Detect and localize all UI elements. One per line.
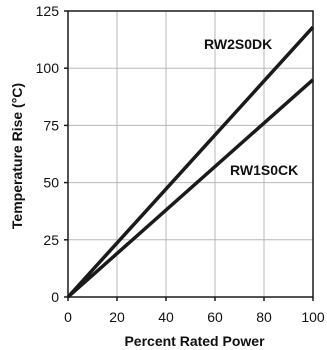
series-lines [66, 25, 315, 299]
x-tick-label: 0 [64, 309, 72, 325]
y-axis-title: Temperature Rise (°C) [9, 83, 25, 229]
y-tick-label: 75 [43, 117, 59, 133]
x-tick-label: 40 [158, 309, 174, 325]
x-axis-title: Percent Rated Power [124, 333, 265, 349]
y-tick-label: 125 [36, 3, 60, 19]
y-tick-label: 100 [36, 60, 60, 76]
y-tick-label: 25 [43, 232, 59, 248]
y-tick-label: 50 [43, 175, 59, 191]
x-tick-label: 20 [109, 309, 125, 325]
series-line-rw2s0dk [66, 25, 315, 299]
series-label-rw2s0dk: RW2S0DK [204, 36, 272, 52]
series-line-rw1s0ck [66, 78, 315, 299]
x-tick-label: 60 [207, 309, 223, 325]
x-tick-labels: 0 20 40 60 80 100 [64, 297, 325, 325]
series-label-rw1s0ck: RW1S0CK [230, 162, 298, 178]
x-tick-label: 80 [256, 309, 272, 325]
plot-frame [67, 10, 314, 298]
y-tick-labels: 0 25 50 75 100 125 [36, 3, 68, 305]
y-tick-label: 0 [51, 289, 59, 305]
x-tick-label: 100 [301, 309, 325, 325]
grid [68, 11, 313, 297]
